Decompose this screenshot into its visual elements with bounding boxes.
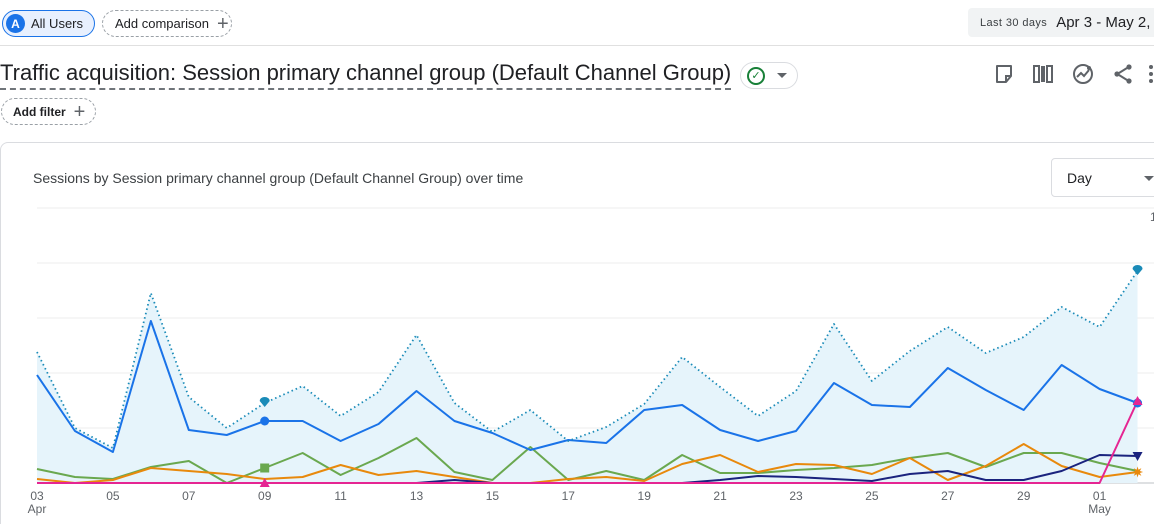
x-tick-label: 29 [1017, 489, 1031, 503]
report-status-dropdown[interactable]: ✓ [740, 62, 798, 89]
x-tick-label: 07 [182, 489, 196, 503]
x-tick-label: 25 [865, 489, 879, 503]
plus-icon: + [216, 12, 229, 35]
x-tick-label: 09 [258, 489, 272, 503]
direct-marker [260, 416, 270, 426]
x-tick-label: 03 [30, 489, 44, 503]
segment-avatar-icon: A [6, 14, 25, 33]
email-marker [1132, 396, 1143, 405]
note-icon[interactable] [992, 62, 1016, 86]
x-tick-label: 11 [334, 489, 347, 503]
share-icon[interactable] [1111, 62, 1135, 86]
total-marker [1132, 265, 1143, 275]
x-tick-label: 15 [486, 489, 500, 503]
x-tick-label: 17 [562, 489, 576, 503]
referral-marker [1132, 466, 1144, 478]
referral-series-line [36, 443, 1138, 484]
x-tick-label: 23 [789, 489, 803, 503]
email-series-line [37, 400, 1139, 484]
direct-series-line [36, 320, 1138, 453]
email-marker [259, 478, 270, 487]
date-range-value: Apr 3 - May 2, 2022 [1056, 14, 1154, 31]
date-range-preset: Last 30 days [980, 16, 1048, 29]
x-tick-label: 27 [941, 489, 955, 503]
add-comparison-label: Add comparison [115, 16, 209, 31]
segment-label: All Users [31, 16, 84, 31]
total-marker [259, 397, 270, 407]
add-filter-button[interactable]: Add filter + [1, 98, 96, 125]
x-tick-label: 01 [1093, 489, 1107, 503]
granularity-value: Day [1067, 169, 1092, 186]
add-comparison-button[interactable]: Add comparison + [102, 10, 232, 37]
x-month-label: May [1088, 502, 1111, 516]
chart-title: Sessions by Session primary channel grou… [33, 170, 524, 186]
chevron-down-icon [1144, 176, 1154, 181]
y-tick-label: 1 [1150, 210, 1154, 224]
page-title[interactable]: Traffic acquisition: Session primary cha… [0, 60, 732, 90]
plus-icon: + [73, 100, 86, 123]
compare-icon[interactable] [1031, 62, 1055, 86]
organic-series-line [36, 437, 1138, 484]
granularity-select[interactable]: Day [1051, 158, 1154, 197]
chevron-down-icon [777, 73, 787, 78]
top-bar: A All Users Add comparison + Last 30 day… [0, 0, 1154, 46]
more-vert-icon[interactable] [1145, 62, 1154, 86]
x-month-label: Apr [28, 502, 47, 516]
social-marker [1132, 452, 1143, 461]
x-tick-label: 19 [638, 489, 652, 503]
add-filter-label: Add filter [13, 104, 66, 119]
organic-marker [260, 463, 270, 473]
segment-chip-all-users[interactable]: A All Users [2, 10, 95, 37]
x-tick-label: 13 [410, 489, 424, 503]
x-tick-label: 05 [106, 489, 120, 503]
insights-icon[interactable] [1071, 62, 1095, 86]
check-circle-icon: ✓ [747, 66, 765, 85]
x-tick-label: 21 [713, 489, 727, 503]
date-range-picker[interactable]: Last 30 days Apr 3 - May 2, 2022 [968, 8, 1154, 37]
total-area-fill [37, 271, 1138, 483]
